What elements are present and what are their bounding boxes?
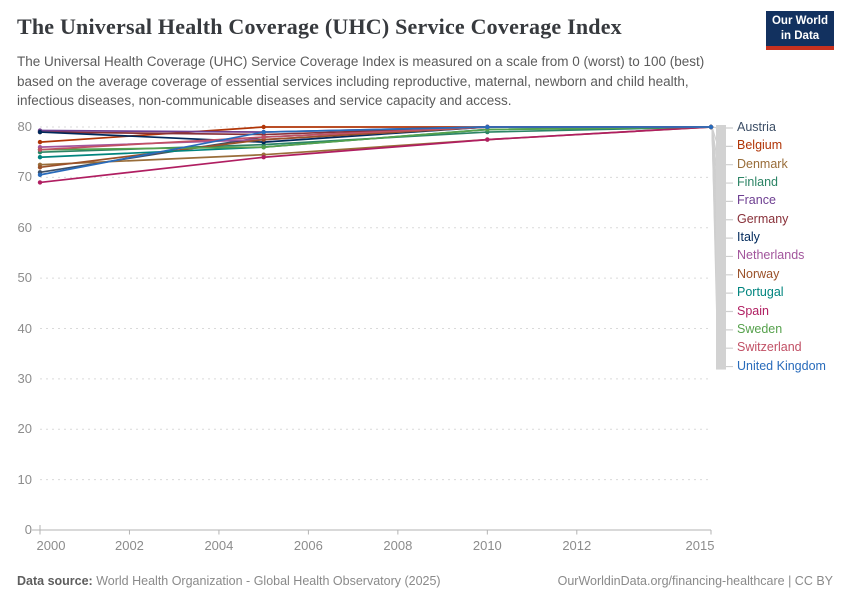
data-source-label: Data source: (17, 574, 93, 588)
legend-item-norway[interactable]: Norway (737, 266, 780, 281)
y-axis-label-10: 10 (17, 471, 32, 487)
x-axis-label-2004: 2004 (204, 538, 234, 553)
legend-item-netherlands[interactable]: Netherlands (737, 248, 805, 263)
legend-item-germany[interactable]: Germany (737, 211, 789, 226)
x-axis-label-2012: 2012 (562, 538, 592, 553)
data-source-text: World Health Organization - Global Healt… (96, 574, 441, 588)
data-point-switzerland-2000[interactable] (37, 147, 43, 152)
data-point-spain-2010[interactable] (485, 137, 490, 142)
x-axis-label-2002: 2002 (114, 538, 144, 553)
data-point-united-kingdom-2000[interactable] (37, 172, 43, 178)
legend-item-italy[interactable]: Italy (737, 230, 760, 245)
legend-item-france[interactable]: France (737, 193, 776, 208)
data-point-belgium-2005[interactable] (261, 124, 266, 130)
legend-item-belgium[interactable]: Belgium (737, 138, 783, 153)
legend-item-austria[interactable]: Austria (737, 120, 776, 134)
y-axis-label-0: 0 (24, 522, 32, 537)
data-point-switzerland-2005[interactable] (261, 134, 266, 140)
x-axis-label-2010: 2010 (472, 538, 502, 553)
y-axis-label-40: 40 (17, 320, 32, 336)
data-point-spain-2005[interactable] (261, 155, 266, 160)
series-line-united-kingdom[interactable] (39, 126, 712, 176)
data-point-belgium-2000[interactable] (37, 139, 43, 145)
data-point-sweden-2005[interactable] (261, 144, 266, 150)
chart-subtitle: The Universal Health Coverage (UHC) Serv… (17, 54, 705, 109)
chart-canvas (32, 124, 733, 535)
legend-item-denmark[interactable]: Denmark (737, 156, 788, 171)
chart-footer: Data source: World Health Organization -… (0, 574, 850, 588)
y-axis-label-60: 60 (17, 219, 32, 235)
data-point-italy-2000[interactable] (37, 129, 43, 135)
legend-item-portugal[interactable]: Portugal (737, 285, 784, 300)
legend-connector-band (716, 125, 726, 370)
y-axis-label-50: 50 (17, 270, 32, 286)
data-point-united-kingdom-2005[interactable] (261, 129, 266, 135)
owid-logo[interactable]: Our World in Data (766, 11, 834, 50)
legend-item-united-kingdom[interactable]: United Kingdom (737, 358, 826, 373)
legend-item-spain[interactable]: Spain (737, 303, 769, 318)
data-point-portugal-2000[interactable] (37, 155, 43, 160)
data-point-spain-2000[interactable] (37, 180, 43, 185)
legend-item-sweden[interactable]: Sweden (737, 321, 783, 336)
footer-link[interactable]: OurWorldinData.org/financing-healthcare … (557, 574, 833, 588)
y-axis-label-70: 70 (17, 169, 32, 185)
x-axis-label-2008: 2008 (383, 538, 413, 553)
owid-logo-line1: Our World (771, 15, 828, 28)
data-source: Data source: World Health Organization -… (17, 574, 441, 588)
page-title: The Universal Health Coverage (UHC) Serv… (17, 14, 622, 39)
legend-item-switzerland[interactable]: Switzerland (737, 340, 802, 355)
data-point-united-kingdom-2010[interactable] (485, 124, 490, 130)
x-axis-label-2006: 2006 (293, 538, 323, 553)
data-point-norway-2000[interactable] (37, 165, 43, 170)
series-line-sweden[interactable] (39, 126, 712, 151)
data-point-united-kingdom-2015[interactable] (708, 124, 714, 130)
owid-logo-line2: in Data (780, 29, 820, 42)
line-chart: 0 10 20 30 40 50 60 70 80 2000 2002 2004 2006 2008 201… (0, 110, 850, 565)
x-axis-label-2000: 2000 (36, 538, 66, 553)
x-axis-label-2015: 2015 (685, 538, 715, 553)
y-axis-label-30: 30 (17, 370, 32, 386)
series-line-spain[interactable] (39, 126, 712, 184)
y-axis-label-80: 80 (17, 119, 32, 134)
y-axis-label-20: 20 (17, 421, 32, 437)
legend-item-finland[interactable]: Finland (737, 175, 778, 190)
